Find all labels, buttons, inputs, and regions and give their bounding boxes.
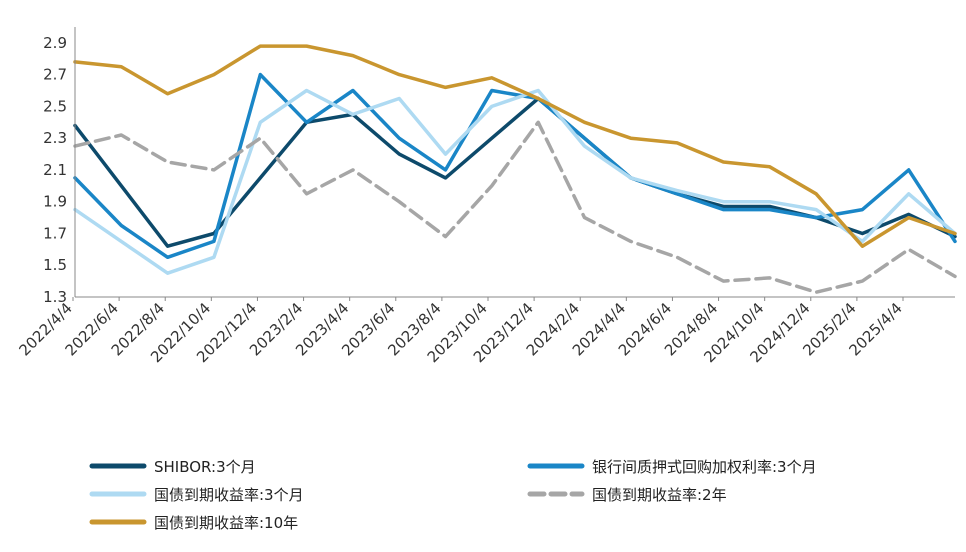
series-lines — [73, 44, 957, 294]
series-line-0 — [73, 96, 957, 248]
y-tick-label: 2.3 — [43, 129, 67, 147]
y-tick-label: 1.5 — [43, 256, 67, 274]
y-tick-label: 1.9 — [43, 193, 67, 211]
y-tick-label: 2.5 — [43, 97, 67, 115]
y-tick-labels: 1.3 1.5 1.7 1.9 2.1 2.3 2.5 2.7 2.9 — [43, 34, 67, 306]
legend-label: 国债到期收益率:2年 — [592, 486, 727, 504]
y-tick-label: 2.7 — [43, 66, 67, 84]
y-tick-label: 2.1 — [43, 161, 67, 179]
legend-label: SHIBOR:3个月 — [154, 458, 256, 476]
y-tick-label: 1.7 — [43, 224, 67, 242]
y-tick-label: 2.9 — [43, 34, 67, 52]
series-line-2 — [73, 88, 957, 275]
series-line-1 — [73, 72, 957, 260]
series-line-4 — [73, 44, 957, 248]
legend-label: 国债到期收益率:3个月 — [154, 486, 304, 504]
x-tick-labels: 2022/4/42022/6/42022/8/42022/10/42022/12… — [15, 297, 906, 366]
legend-label: 银行间质押式回购加权利率:3个月 — [592, 458, 817, 476]
legend-label: 国债到期收益率:10年 — [154, 514, 298, 532]
axes — [74, 27, 955, 298]
y-tick-label: 1.3 — [43, 288, 67, 306]
series-line-3 — [73, 120, 957, 294]
